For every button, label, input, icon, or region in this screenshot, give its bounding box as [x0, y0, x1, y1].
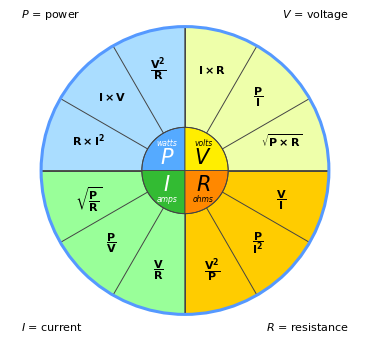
- Text: $\mathbf{\mathit{P}}$ = power: $\mathbf{\mathit{P}}$ = power: [21, 8, 80, 22]
- Text: $\mathit{I}$: $\mathit{I}$: [163, 175, 171, 195]
- Text: $\mathbf{\sqrt{\dfrac{P}{R}}}$: $\mathbf{\sqrt{\dfrac{P}{R}}}$: [75, 186, 102, 214]
- Text: $\mathit{R}$: $\mathit{R}$: [196, 175, 211, 195]
- Text: ohms: ohms: [193, 195, 213, 204]
- Wedge shape: [185, 27, 329, 170]
- Text: $\mathbf{\mathit{V}}$ = voltage: $\mathbf{\mathit{V}}$ = voltage: [282, 8, 349, 22]
- Wedge shape: [185, 127, 228, 170]
- Text: $\mathit{V}$: $\mathit{V}$: [194, 148, 212, 168]
- Wedge shape: [41, 27, 185, 170]
- Text: watts: watts: [157, 139, 177, 148]
- Text: $\mathbf{\dfrac{P}{I}}$: $\mathbf{\dfrac{P}{I}}$: [253, 86, 263, 109]
- Text: volts: volts: [194, 139, 212, 148]
- Text: $\mathbf{I \times V}$: $\mathbf{I \times V}$: [98, 91, 126, 103]
- Wedge shape: [185, 170, 329, 314]
- Text: amps: amps: [157, 195, 177, 204]
- Wedge shape: [41, 170, 185, 314]
- Text: $\mathbf{\dfrac{V}{I}}$: $\mathbf{\dfrac{V}{I}}$: [276, 188, 287, 212]
- Text: $\mathbf{\dfrac{V^2}{P}}$: $\mathbf{\dfrac{V^2}{P}}$: [204, 256, 220, 285]
- Text: $\mathbf{\dfrac{V}{R}}$: $\mathbf{\dfrac{V}{R}}$: [153, 259, 164, 282]
- Text: $\mathbf{R \times I^2}$: $\mathbf{R \times I^2}$: [72, 133, 105, 149]
- Wedge shape: [185, 170, 228, 214]
- Text: $\mathbf{I \times R}$: $\mathbf{I \times R}$: [198, 64, 226, 76]
- Text: $\mathbf{\sqrt{P \times R}}$: $\mathbf{\sqrt{P \times R}}$: [261, 133, 302, 149]
- Text: $\mathbf{\dfrac{P}{V}}$: $\mathbf{\dfrac{P}{V}}$: [107, 232, 117, 255]
- Wedge shape: [142, 127, 185, 170]
- Text: $\mathbf{\mathit{I}}$ = current: $\mathbf{\mathit{I}}$ = current: [21, 321, 83, 333]
- Text: $\mathit{P}$: $\mathit{P}$: [159, 148, 174, 168]
- Wedge shape: [142, 170, 185, 214]
- Text: $\mathbf{\dfrac{P}{I^2}}$: $\mathbf{\dfrac{P}{I^2}}$: [252, 231, 264, 256]
- Text: $\mathbf{\mathit{R}}$ = resistance: $\mathbf{\mathit{R}}$ = resistance: [266, 321, 349, 333]
- Text: $\mathbf{\dfrac{V^2}{R}}$: $\mathbf{\dfrac{V^2}{R}}$: [150, 56, 167, 85]
